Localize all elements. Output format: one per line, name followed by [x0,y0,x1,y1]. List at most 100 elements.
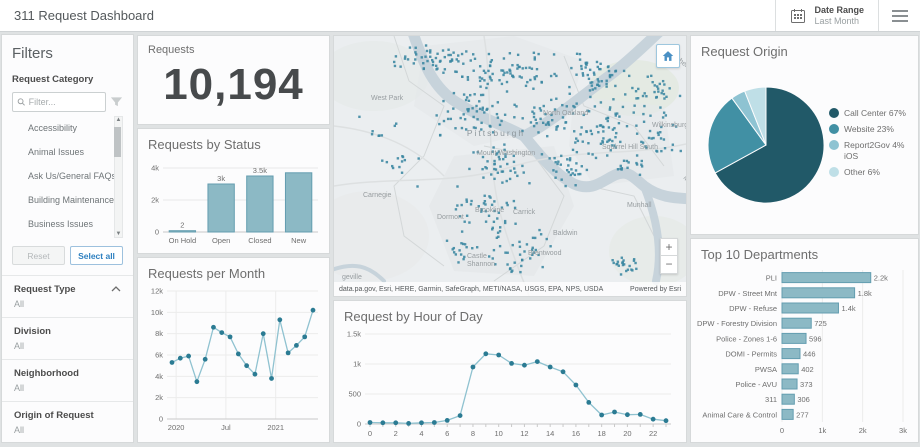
data-point[interactable] [599,412,605,418]
bar-Animal Care & Control[interactable] [781,408,794,420]
bar-311[interactable] [781,393,795,405]
select-all-button[interactable]: Select all [70,246,123,265]
data-point[interactable] [367,420,373,425]
bar-Open[interactable] [207,183,235,233]
pie-slice-website[interactable] [707,97,767,174]
data-point[interactable] [534,359,540,364]
zoom-out-button[interactable]: − [660,256,678,274]
category-item[interactable]: City Facilities and Infrastructure [12,236,123,238]
legend-entry[interactable]: Call Center 67% [829,108,906,119]
data-point[interactable] [522,362,527,368]
bar-On Hold[interactable] [168,230,197,233]
svg-text:2k: 2k [859,426,867,435]
departments-hbar-chart[interactable]: 0 1k 2k 3k PLI 2.2k DPW - Street Mnt 1.8k DPW - … [694,264,919,442]
category-item[interactable]: Accessibility [28,123,78,133]
bar-Police - Zones 1-6[interactable] [781,332,807,344]
data-point[interactable] [310,307,316,313]
bar-DPW - Refuse[interactable] [781,302,839,314]
menu-button[interactable] [878,0,920,31]
category-item[interactable]: Business Issues [28,219,94,229]
data-point[interactable] [483,351,489,357]
data-point[interactable] [393,420,399,426]
data-point[interactable] [227,334,233,340]
legend-entry[interactable]: Report2Gov 4% iOS [829,140,906,162]
filter-section-label: Division [14,326,51,337]
category-list-scrollbar[interactable]: ▲ ▼ [114,116,123,238]
data-point[interactable] [496,352,502,358]
bar-DPW - Forestry Division[interactable] [781,317,812,329]
filter-section-neighborhood[interactable]: Neighborhood All [2,359,133,401]
data-point[interactable] [509,361,514,366]
data-point[interactable] [252,371,258,377]
data-point[interactable] [219,330,225,335]
data-point[interactable] [186,353,191,359]
data-point[interactable] [560,369,566,375]
data-point[interactable] [586,400,592,405]
svg-text:500: 500 [348,390,361,399]
data-point[interactable] [202,356,208,362]
status-bar-chart[interactable]: 0 2k 4k 2 On Hold 3k Open 3.5k Closed New [141,154,326,254]
bar-PLI[interactable] [781,272,872,284]
data-point[interactable] [419,420,424,426]
data-point[interactable] [457,413,463,418]
monthly-line-chart[interactable]: 0 2k 4k 6k 8k 10k 12k 2020 Jul 2021 [141,283,326,441]
map-panel[interactable]: West Park North Oakland Wilkinsburg Pittsbu… [333,35,687,297]
data-point[interactable] [169,360,175,365]
scroll-up-icon[interactable]: ▲ [115,117,122,123]
data-point[interactable] [547,364,553,370]
data-point[interactable] [663,418,669,424]
filter-section-origin-of-request[interactable]: Origin of Request All [2,401,133,442]
data-point[interactable] [431,420,437,425]
data-point[interactable] [235,351,241,357]
filter-section-division[interactable]: Division All [2,317,133,359]
category-item[interactable]: Ask Us/General FAQs [28,171,117,181]
legend-entry[interactable]: Other 6% [829,167,906,178]
funnel-icon[interactable] [110,96,123,108]
data-point[interactable] [211,324,216,330]
svg-text:2: 2 [180,221,184,230]
zoom-in-button[interactable]: + [660,238,678,256]
category-filter-field[interactable] [28,97,101,107]
data-point[interactable] [302,334,308,340]
data-point[interactable] [177,355,183,361]
data-point[interactable] [637,412,643,417]
data-point[interactable] [380,420,386,426]
data-point[interactable] [470,364,476,370]
data-point[interactable] [573,382,579,388]
svg-text:PLI: PLI [766,274,777,283]
hourly-line-chart[interactable]: 0 500 1k 1.5k 0 2 4 6 8 10 12 14 16 18 20 22 [337,326,683,442]
reset-button[interactable]: Reset [12,246,65,265]
pie-slice-call-center[interactable] [714,86,825,204]
data-point[interactable] [444,418,450,423]
map-home-button[interactable] [656,44,680,68]
data-point[interactable] [612,409,617,415]
category-search-input[interactable] [12,92,106,112]
bar-PWSA[interactable] [781,363,799,375]
request-map[interactable]: West Park North Oakland Wilkinsburg Pittsbu… [334,36,686,296]
data-point[interactable] [624,412,630,418]
bar-DOMI - Permits[interactable] [781,348,801,360]
filter-section-request-type[interactable]: Request Type All [2,275,133,317]
pie-slice-other[interactable] [743,86,767,146]
data-point[interactable] [277,317,283,323]
category-item[interactable]: Animal Issues [28,147,85,157]
bar-DPW - Street Mnt[interactable] [781,287,856,299]
data-point[interactable] [260,331,266,337]
data-point[interactable] [244,363,250,369]
data-point[interactable] [406,421,412,426]
data-point[interactable] [285,350,291,356]
scroll-down-icon[interactable]: ▼ [115,231,122,237]
bar-New[interactable] [284,172,313,233]
data-point[interactable] [269,376,274,381]
data-point[interactable] [294,343,299,348]
scrollbar-thumb[interactable] [114,127,121,157]
bar-Closed[interactable] [246,175,274,233]
bar-Police - AVU[interactable] [781,378,798,390]
category-item[interactable]: Building Maintenance [28,195,115,205]
origin-pie-chart[interactable] [694,61,920,233]
data-point[interactable] [650,416,656,422]
data-point[interactable] [194,379,200,385]
request-category-label: Request Category [12,74,94,85]
legend-entry[interactable]: Website 23% [829,124,906,135]
date-range-button[interactable]: Date Range Last Month [775,0,878,31]
